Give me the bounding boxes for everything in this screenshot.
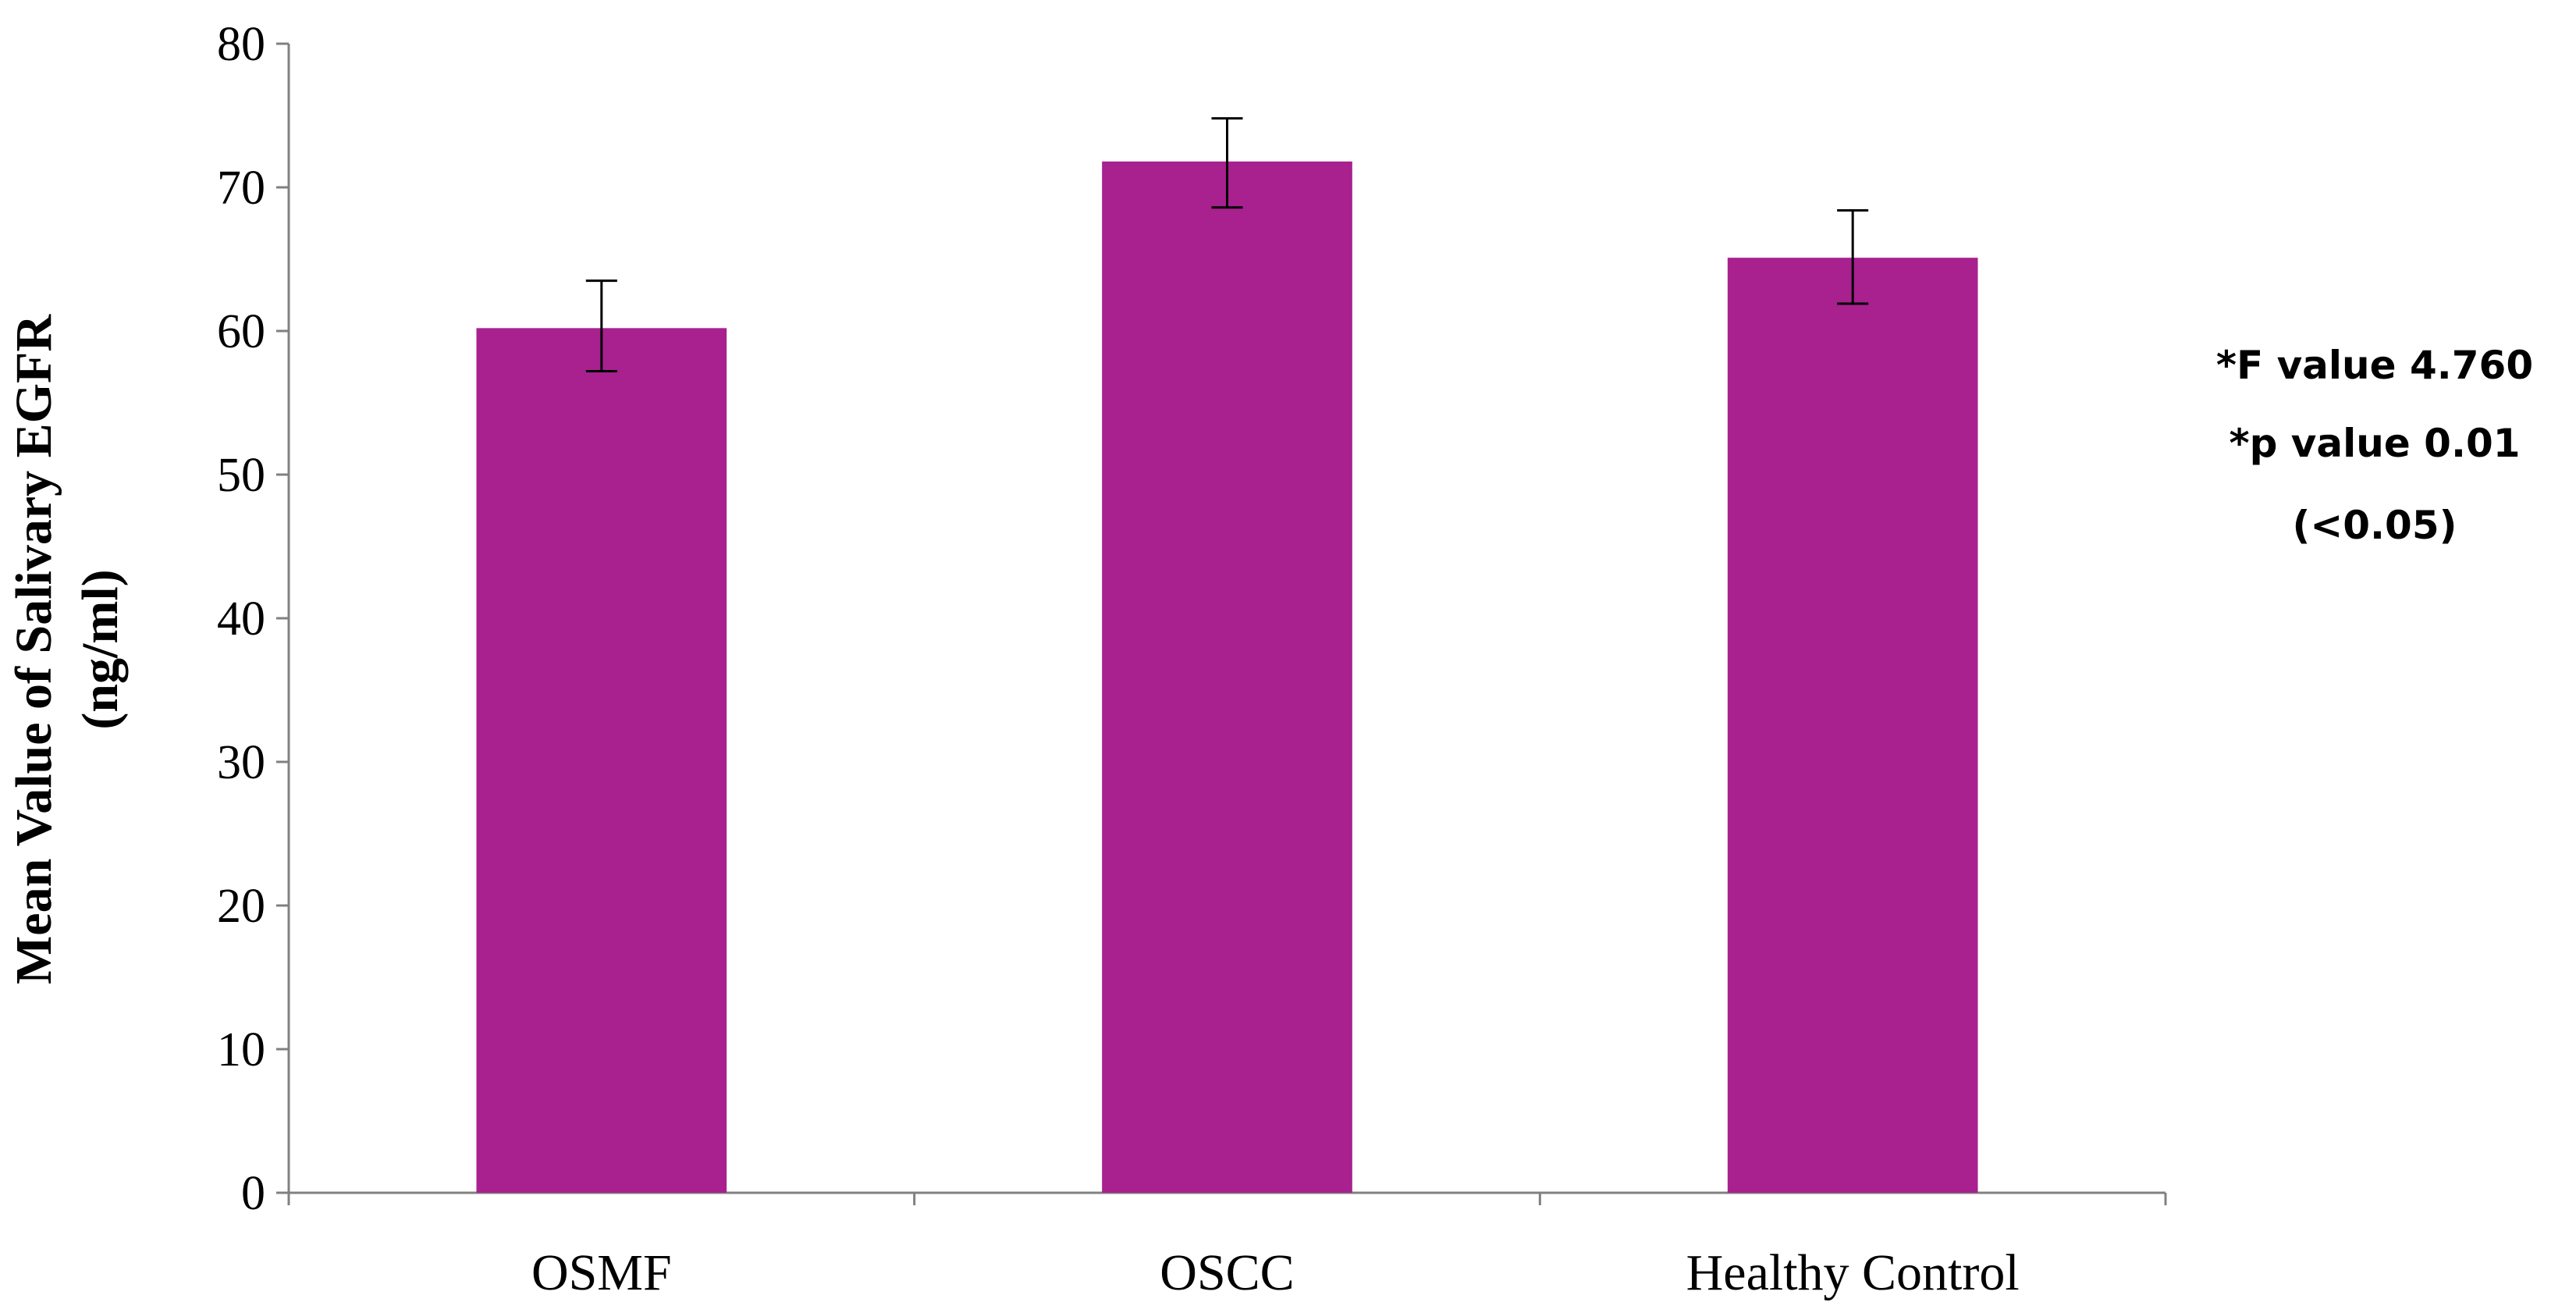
annotation-line: *p value 0.01 [2229,421,2520,466]
y-tick-label: 50 [217,449,265,502]
annotation-line: *F value 4.760 [2216,343,2533,388]
bar-healthy-control [1727,258,1978,1193]
y-tick-label: 60 [217,305,265,358]
y-axis-label: Mean Value of Salivary EGFR (ng/ml) [5,314,129,984]
statistics-annotation: *F value 4.760 *p value 0.01 (<0.05) [2216,343,2533,548]
x-category-label: OSCC [1160,1244,1294,1301]
y-axis: 0 10 20 30 40 50 60 70 80 [217,18,290,1220]
error-bar [585,279,617,373]
x-axis: OSMF OSCC Healthy Control [287,1191,2167,1301]
y-tick-label: 80 [217,18,265,71]
y-tick-label: 20 [217,880,265,933]
y-tick-label: 10 [217,1023,265,1076]
error-bar [1211,117,1243,209]
y-tick-label: 40 [217,592,265,646]
x-category-label: Healthy Control [1686,1244,2020,1301]
annotation-line: (<0.05) [2293,503,2457,548]
x-category-label: OSMF [531,1244,672,1301]
bars [476,161,1978,1193]
y-tick-label: 0 [241,1167,265,1220]
error-bar [1837,208,1869,305]
y-tick-label: 30 [217,736,265,789]
y-axis-label-line: Mean Value of Salivary EGFR [5,314,62,984]
y-axis-label-line: (ng/ml) [72,569,129,729]
error-bars [585,117,1869,373]
bar-oscc [1102,161,1352,1193]
y-tick-label: 70 [217,162,265,215]
bar-osmf [476,328,727,1193]
